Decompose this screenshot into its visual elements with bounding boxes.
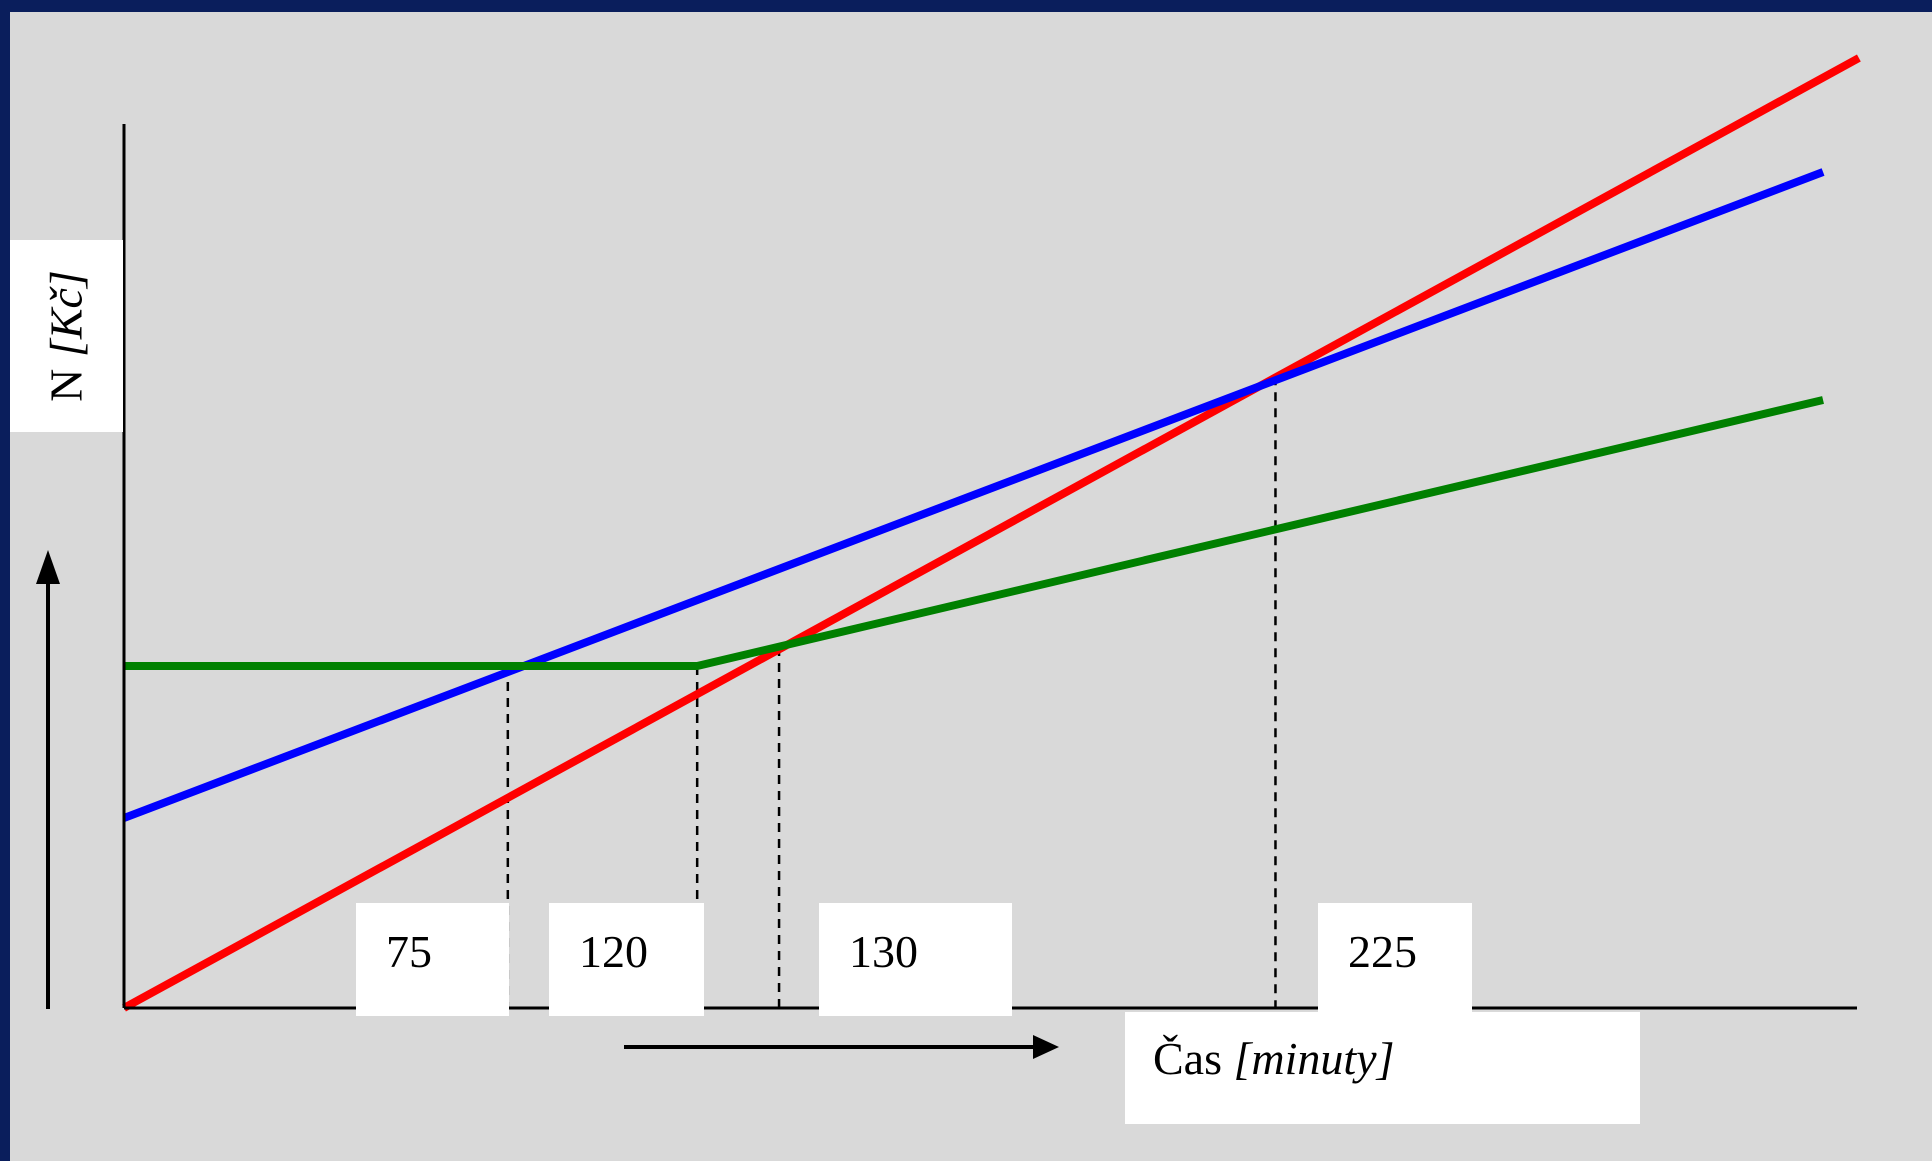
series-line-0 (122, 54, 1861, 1012)
x-tick-box-130: 130 (819, 903, 1012, 1016)
x-tick-label: 130 (849, 926, 918, 977)
series-line-1 (122, 168, 1825, 822)
series-line-2 (124, 396, 1824, 670)
x-tick-box-75: 75 (356, 903, 509, 1016)
chart-frame: 75 120 130 225 N [Kč] Čas [minuty] (10, 12, 1932, 1161)
x-axis-label-unit: [minuty] (1233, 1033, 1395, 1084)
y-direction-arrow (36, 550, 60, 1009)
x-axis-label-main: Čas (1153, 1033, 1222, 1084)
y-axis-label: N [Kč] (40, 270, 93, 402)
x-tick-label: 120 (579, 926, 648, 977)
y-axis-label-box: N [Kč] (10, 240, 123, 432)
series-layer (122, 54, 1861, 1012)
x-tick-box-120: 120 (549, 903, 704, 1016)
guide-lines (506, 376, 1277, 1008)
y-axis-label-main: N (40, 368, 92, 402)
x-direction-arrow (624, 1035, 1059, 1059)
x-axis-label: Čas [minuty] (1153, 1032, 1395, 1085)
x-tick-label: 225 (1348, 926, 1417, 977)
x-axis-label-box: Čas [minuty] (1125, 1012, 1640, 1124)
x-tick-box-225: 225 (1318, 903, 1472, 1016)
y-axis-label-unit: [Kč] (40, 270, 92, 358)
x-tick-label: 75 (386, 926, 432, 977)
